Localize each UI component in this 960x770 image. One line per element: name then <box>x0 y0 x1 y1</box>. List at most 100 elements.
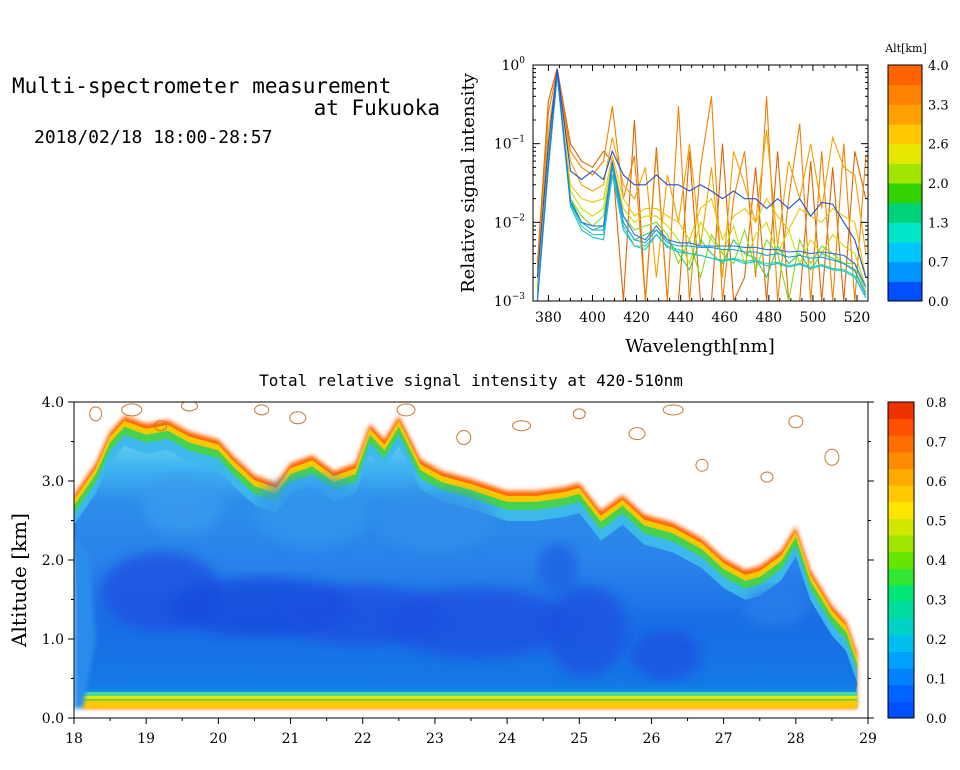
spectrum-y-axis-label: Relative signal intensity <box>458 72 479 293</box>
intensity-colorbar-segment <box>888 435 914 453</box>
heatmap-y-tick-label: 0.0 <box>42 711 64 727</box>
noise-contour <box>396 403 416 417</box>
heatmap-x-tick-label: 21 <box>282 731 300 747</box>
intensity-colorbar-tick-label: 0.7 <box>926 436 947 451</box>
surface-band-yellow <box>82 695 858 701</box>
spectrum-x-axis-label: Wavelength[nm] <box>625 336 775 357</box>
intensity-colorbar-segment <box>888 618 914 636</box>
intensity-colorbar-segment <box>888 634 914 652</box>
intensity-colorbar-tick-label: 0.4 <box>926 554 947 569</box>
heatmap-x-tick-label: 23 <box>426 731 444 747</box>
intensity-colorbar-tick-label: 0.5 <box>926 515 947 530</box>
spectrum-x-tick-label: 440 <box>667 310 694 326</box>
noise-contour <box>89 406 103 422</box>
noise-contour <box>695 458 709 472</box>
heatmap-x-tick-label: 25 <box>570 731 588 747</box>
intensity-blob <box>142 474 223 535</box>
altitude-colorbar-title: Alt[km] <box>884 42 927 55</box>
intensity-blob <box>546 586 627 677</box>
heatmap-title: Total relative signal intensity at 420-5… <box>259 371 683 390</box>
noise-contour <box>572 408 586 420</box>
heatmap-y-tick-label: 1.0 <box>42 632 64 648</box>
altitude-colorbar-segment <box>888 222 922 243</box>
heatmap-x-tick-label: 19 <box>137 731 155 747</box>
intensity-blob <box>374 490 495 551</box>
left-edge-fringe <box>74 536 96 709</box>
spectrum-series-line-2 <box>536 72 867 301</box>
heatmap-x-tick-label: 22 <box>354 731 372 747</box>
altitude-colorbar-segment <box>888 124 922 145</box>
heatmap-y-axis-label: Altitude [km] <box>7 513 31 648</box>
altitude-colorbar-tick-label: 0.7 <box>928 256 949 271</box>
intensity-colorbar-segment <box>888 468 914 486</box>
noise-contour <box>662 404 684 416</box>
spectrum-x-tick-label: 420 <box>623 310 650 326</box>
spectrum-series-line-10 <box>536 70 867 301</box>
surface-band-cyan <box>82 691 858 696</box>
spectrum-series-line-0 <box>536 68 867 278</box>
spectrum-plot-frame <box>532 64 869 302</box>
intensity-colorbar-tick-label: 0.1 <box>926 673 947 688</box>
noise-contour <box>788 415 804 429</box>
spectrum-series-line-4 <box>536 74 867 298</box>
intensity-blob <box>630 629 701 680</box>
heatmap-x-tick-label: 20 <box>209 731 227 747</box>
title-line-1: Multi-spectrometer measurement <box>12 74 392 98</box>
intensity-colorbar-tick-label: 0.3 <box>926 594 947 609</box>
altitude-colorbar-tick-label: 0.0 <box>928 295 949 310</box>
intensity-colorbar-segment <box>888 402 914 420</box>
intensity-blob <box>744 587 805 628</box>
intensity-colorbar-segment <box>888 668 914 686</box>
spectrum-x-tick-label: 380 <box>535 310 562 326</box>
intensity-colorbar-segment <box>888 501 914 519</box>
intensity-colorbar-segment <box>888 651 914 669</box>
spectrum-chart: 380 400 420 440 460 480 500 52010010−110−210−3 … <box>458 42 949 357</box>
heatmap-x-tick-label: 26 <box>643 731 661 747</box>
spectrum-y-tick-label: 10−3 <box>494 292 525 310</box>
intensity-colorbar-segment <box>888 485 914 503</box>
intensity-colorbar-segment <box>888 568 914 586</box>
altitude-colorbar-segment <box>888 104 922 125</box>
altitude-colorbar-tick-label: 2.0 <box>928 177 949 192</box>
spectrum-series-line-11 <box>536 68 867 301</box>
heatmap-x-tick-label: 24 <box>498 731 516 747</box>
altitude-colorbar-tick-label: 1.3 <box>928 216 949 231</box>
heatmap-y-tick-label: 2.0 <box>42 553 64 569</box>
spectrum-series-line-1 <box>536 70 867 301</box>
altitude-colorbar-tick-label: 4.0 <box>928 59 949 74</box>
intensity-blob <box>537 542 578 593</box>
spectrum-y-tick-label: 10−2 <box>494 213 525 231</box>
spectrum-y-tick-label: 100 <box>501 56 525 74</box>
intensity-colorbar-segment <box>888 584 914 603</box>
intensity-colorbar-tick-label: 0.0 <box>926 712 947 727</box>
noise-contour <box>628 427 646 441</box>
intensity-blob <box>388 588 569 659</box>
intensity-blob <box>252 477 373 548</box>
intensity-colorbar-segment <box>888 701 914 719</box>
altitude-colorbar-segment <box>888 242 922 263</box>
intensity-colorbar-segment <box>888 551 914 569</box>
spectrum-x-tick-label: 480 <box>755 310 782 326</box>
noise-contour <box>121 403 143 417</box>
heatmap-x-tick-label: 27 <box>715 731 733 747</box>
noise-contour <box>289 411 307 425</box>
spectrum-x-tick-label: 520 <box>844 310 871 326</box>
noise-contour <box>824 448 840 466</box>
intensity-colorbar-segment <box>888 518 914 536</box>
altitude-colorbar-segment <box>888 281 922 302</box>
noise-contour <box>254 404 270 416</box>
spectrum-y-tick-label: 10−1 <box>494 135 525 153</box>
intensity-colorbar-segment <box>888 535 914 553</box>
altitude-colorbar-segment <box>888 84 922 105</box>
altitude-colorbar-tick-label: 3.3 <box>928 98 949 113</box>
intensity-colorbar-tick-label: 0.6 <box>926 475 947 490</box>
altitude-heatmap: Total relative signal intensity at 420-5… <box>7 371 947 747</box>
altitude-colorbar-segment <box>888 202 922 223</box>
altitude-colorbar-segment <box>888 163 922 184</box>
intensity-colorbar-segment <box>888 684 914 702</box>
altitude-colorbar-segment <box>888 183 922 204</box>
spectrum-x-tick-label: 500 <box>800 310 827 326</box>
noise-contour <box>512 420 532 432</box>
altitude-colorbar-frame <box>887 64 923 302</box>
spectrum-x-tick-label: 400 <box>579 310 606 326</box>
